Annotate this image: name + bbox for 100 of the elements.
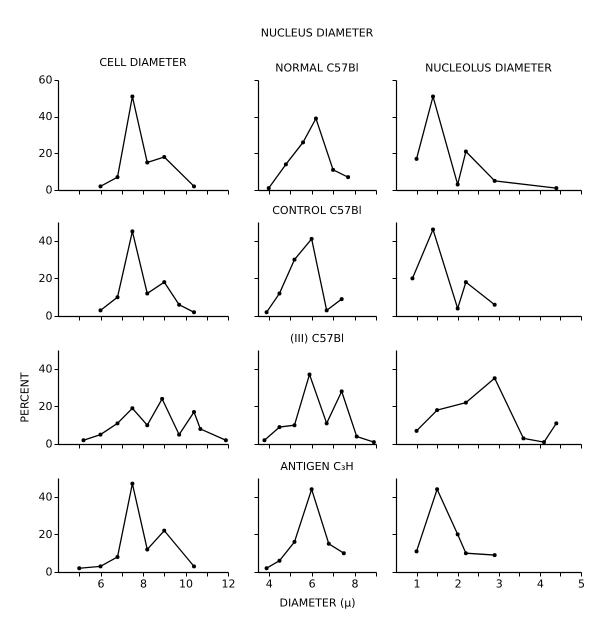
point: [435, 408, 440, 412]
point: [464, 150, 468, 154]
point: [346, 175, 350, 180]
point: [116, 295, 120, 300]
point: [456, 532, 460, 536]
point: [130, 482, 134, 486]
point: [464, 551, 468, 556]
point: [310, 236, 314, 241]
x-tick-label: 12: [222, 578, 236, 590]
point: [492, 302, 497, 307]
point: [331, 168, 336, 172]
y-tick-label: 0: [46, 184, 52, 196]
x-tick-label: 8: [140, 578, 147, 590]
point: [177, 302, 182, 307]
point: [277, 425, 282, 430]
y-tick-label: 0: [46, 438, 52, 450]
chart-subtitle: ANTIGEN C₃H: [280, 460, 354, 473]
x-tick-label: 2: [454, 578, 462, 590]
point: [354, 434, 359, 438]
chart-subtitle: NORMAL C57Bl: [275, 62, 359, 74]
point: [372, 440, 376, 444]
point: [130, 94, 134, 98]
point: [77, 566, 82, 570]
point: [307, 372, 312, 376]
point: [266, 186, 271, 190]
x-tick-label: 4: [536, 578, 544, 590]
point: [554, 421, 558, 426]
y-tick-label: 20: [38, 400, 52, 413]
point: [340, 389, 344, 394]
point: [162, 528, 166, 533]
point: [277, 558, 282, 563]
point: [224, 438, 228, 442]
y-tick-label: 20: [38, 272, 52, 285]
point: [342, 551, 346, 556]
point: [414, 428, 419, 433]
point: [116, 175, 120, 180]
point: [98, 184, 102, 188]
y-tick-label: 0: [46, 310, 52, 322]
point: [492, 376, 497, 380]
point: [324, 308, 329, 312]
x-tick-label: 6: [308, 578, 316, 590]
point: [284, 162, 288, 166]
point: [116, 554, 120, 559]
y-tick-label: 20: [38, 146, 52, 160]
point: [414, 549, 419, 554]
chart-title: NUCLEOLUS DIAMETER: [425, 62, 552, 74]
y-tick-label: 40: [38, 234, 52, 248]
point: [435, 487, 440, 492]
point: [431, 228, 435, 232]
point: [554, 186, 558, 190]
point: [177, 432, 182, 437]
point: [162, 155, 166, 159]
y-axis-title: PERCENT: [18, 372, 32, 423]
point: [456, 182, 460, 186]
point: [292, 423, 296, 428]
point: [160, 396, 164, 401]
point: [145, 547, 150, 552]
x-tick-label: 6: [98, 578, 104, 590]
chart-subtitle: (III) C57Bl: [290, 332, 344, 345]
point: [264, 566, 269, 570]
point: [277, 291, 282, 296]
point: [192, 310, 196, 314]
point: [130, 229, 134, 234]
point: [98, 432, 102, 437]
chart-title: CELL DIAMETER: [99, 56, 188, 69]
point: [431, 94, 435, 98]
point: [464, 400, 468, 405]
point: [542, 440, 546, 444]
point: [162, 280, 166, 284]
point: [292, 258, 296, 262]
x-tick-label: 8: [352, 578, 359, 590]
chart-title: NUCLEUS DIAMETER: [260, 26, 374, 40]
y-tick-label: 40: [38, 362, 52, 376]
point: [410, 276, 414, 280]
point: [145, 423, 150, 428]
point: [414, 156, 419, 161]
x-tick-label: 10: [179, 578, 193, 590]
point: [262, 438, 266, 442]
point: [98, 564, 102, 568]
x-axis-title: DIAMETER (μ): [279, 596, 356, 610]
point: [492, 178, 497, 183]
point: [492, 553, 497, 558]
point: [314, 116, 318, 120]
chart-subtitle: CONTROL C57Bl: [272, 204, 362, 217]
point: [326, 542, 331, 546]
y-tick-label: 40: [38, 490, 52, 504]
point: [192, 184, 196, 188]
point: [98, 308, 102, 312]
point: [145, 160, 150, 164]
point: [521, 436, 526, 440]
point: [192, 564, 196, 568]
y-tick-label: 60: [38, 74, 52, 86]
point: [324, 421, 329, 426]
x-tick-label: 5: [578, 578, 585, 590]
point: [310, 487, 314, 492]
y-tick-label: 0: [46, 566, 52, 578]
point: [82, 438, 86, 442]
point: [192, 410, 196, 414]
x-tick-label: 4: [266, 578, 273, 590]
point: [264, 310, 269, 314]
